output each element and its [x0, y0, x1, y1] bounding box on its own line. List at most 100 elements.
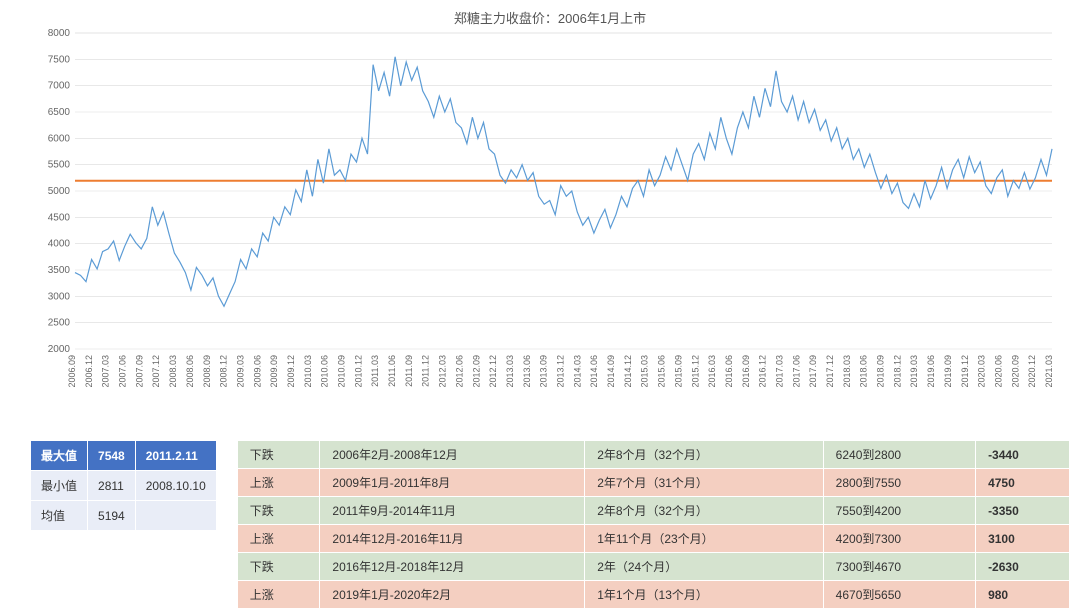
cycle-row: 下跌2016年12月-2018年12月2年（24个月）7300到4670-263… [237, 553, 1069, 581]
svg-text:2017.12: 2017.12 [825, 355, 835, 388]
svg-text:2016.06: 2016.06 [724, 355, 734, 388]
svg-text:8000: 8000 [48, 29, 71, 39]
svg-text:2011.09: 2011.09 [404, 355, 414, 387]
svg-text:2009.03: 2009.03 [235, 355, 245, 388]
svg-text:2012.03: 2012.03 [438, 355, 448, 388]
svg-text:6000: 6000 [48, 133, 71, 144]
svg-text:2021.03: 2021.03 [1044, 355, 1054, 388]
cycle-range: 4670到5650 [823, 581, 975, 609]
cycle-duration: 1年11个月（23个月） [585, 525, 823, 553]
cycle-range: 7300到4670 [823, 553, 975, 581]
svg-text:2020.09: 2020.09 [1010, 355, 1020, 388]
cycle-row: 下跌2006年2月-2008年12月2年8个月（32个月）6240到2800-3… [237, 441, 1069, 469]
svg-text:2008.09: 2008.09 [202, 355, 212, 388]
cycle-period: 2011年9月-2014年11月 [320, 497, 585, 525]
stats-value: 7548 [88, 441, 136, 471]
svg-text:2019.06: 2019.06 [926, 355, 936, 388]
cycle-change: -2630 [976, 553, 1070, 581]
cycle-change: 4750 [976, 469, 1070, 497]
cycle-change: -3440 [976, 441, 1070, 469]
cycle-period: 2006年2月-2008年12月 [320, 441, 585, 469]
cycle-duration: 2年8个月（32个月） [585, 497, 823, 525]
cycle-direction: 下跌 [237, 553, 320, 581]
svg-text:2013.06: 2013.06 [522, 355, 532, 388]
price-chart: 郑糖主力收盘价：2006年1月上市 2000 2500 3000 3500 4000 45… [40, 8, 1060, 408]
svg-text:2018.12: 2018.12 [892, 355, 902, 388]
svg-text:2008.06: 2008.06 [185, 355, 195, 388]
cycle-row: 上涨2009年1月-2011年8月2年7个月（31个月）2800到7550475… [237, 469, 1069, 497]
svg-text:2006.09: 2006.09 [67, 355, 77, 388]
stats-label: 最大值 [31, 441, 88, 471]
stats-table: 最大值75482011.2.11最小值28112008.10.10均值5194 [30, 440, 217, 531]
svg-text:2008.12: 2008.12 [219, 355, 229, 388]
svg-text:2018.09: 2018.09 [876, 355, 886, 388]
svg-text:2019.12: 2019.12 [960, 355, 970, 388]
cycle-period: 2016年12月-2018年12月 [320, 553, 585, 581]
cycle-direction: 下跌 [237, 441, 320, 469]
svg-text:2014.06: 2014.06 [589, 355, 599, 388]
svg-text:2011.03: 2011.03 [370, 355, 380, 387]
svg-text:3000: 3000 [48, 291, 71, 302]
cycle-direction: 上涨 [237, 525, 320, 553]
svg-text:2010.09: 2010.09 [337, 355, 347, 388]
svg-text:2015.06: 2015.06 [657, 355, 667, 388]
svg-text:2016.09: 2016.09 [741, 355, 751, 388]
svg-text:2014.09: 2014.09 [606, 355, 616, 388]
cycle-period: 2009年1月-2011年8月 [320, 469, 585, 497]
tables-row: 最大值75482011.2.11最小值28112008.10.10均值5194 … [30, 440, 1070, 609]
svg-text:2011.12: 2011.12 [421, 355, 431, 387]
cycle-range: 4200到7300 [823, 525, 975, 553]
stats-label: 最小值 [31, 471, 88, 501]
cycle-direction: 上涨 [237, 469, 320, 497]
svg-text:5500: 5500 [48, 160, 71, 171]
svg-text:2019.09: 2019.09 [943, 355, 953, 388]
svg-text:2020.12: 2020.12 [1027, 355, 1037, 388]
svg-text:2019.03: 2019.03 [909, 355, 919, 388]
svg-text:2018.06: 2018.06 [859, 355, 869, 388]
svg-text:2016.12: 2016.12 [758, 355, 768, 388]
svg-text:3500: 3500 [48, 265, 71, 276]
svg-text:2007.12: 2007.12 [151, 355, 161, 388]
svg-text:2015.09: 2015.09 [673, 355, 683, 388]
stats-row: 最小值28112008.10.10 [31, 471, 217, 501]
chart-title: 郑糖主力收盘价：2006年1月上市 [40, 8, 1060, 27]
svg-text:2009.09: 2009.09 [269, 355, 279, 388]
svg-text:2013.12: 2013.12 [556, 355, 566, 388]
svg-text:4000: 4000 [48, 239, 71, 250]
cycles-table: 下跌2006年2月-2008年12月2年8个月（32个月）6240到2800-3… [237, 440, 1070, 609]
cycle-duration: 2年（24个月） [585, 553, 823, 581]
svg-text:2000: 2000 [48, 344, 71, 355]
svg-text:2007.03: 2007.03 [101, 355, 111, 388]
cycle-change: 980 [976, 581, 1070, 609]
svg-text:2010.06: 2010.06 [320, 355, 330, 388]
svg-text:2020.06: 2020.06 [993, 355, 1003, 388]
svg-text:6500: 6500 [48, 107, 71, 118]
svg-text:2006.12: 2006.12 [84, 355, 94, 388]
svg-text:4500: 4500 [48, 212, 71, 223]
cycle-direction: 上涨 [237, 581, 320, 609]
svg-text:7000: 7000 [48, 81, 71, 92]
cycle-duration: 2年7个月（31个月） [585, 469, 823, 497]
cycle-range: 7550到4200 [823, 497, 975, 525]
svg-text:2010.03: 2010.03 [303, 355, 313, 388]
cycle-change: -3350 [976, 497, 1070, 525]
svg-text:2017.03: 2017.03 [774, 355, 784, 388]
svg-text:2015.12: 2015.12 [690, 355, 700, 388]
svg-text:2010.12: 2010.12 [353, 355, 363, 388]
cycle-range: 2800到7550 [823, 469, 975, 497]
svg-text:2018.03: 2018.03 [842, 355, 852, 388]
svg-text:7500: 7500 [48, 54, 71, 65]
stats-value: 5194 [88, 501, 136, 531]
stats-date: 2011.2.11 [135, 441, 216, 471]
svg-text:2012.12: 2012.12 [488, 355, 498, 388]
svg-text:2020.03: 2020.03 [977, 355, 987, 388]
cycle-change: 3100 [976, 525, 1070, 553]
svg-text:2500: 2500 [48, 318, 71, 329]
svg-text:2012.06: 2012.06 [454, 355, 464, 388]
stats-value: 2811 [88, 471, 136, 501]
stats-row: 均值5194 [31, 501, 217, 531]
svg-text:2017.09: 2017.09 [808, 355, 818, 388]
svg-text:2015.03: 2015.03 [640, 355, 650, 388]
svg-text:2011.06: 2011.06 [387, 355, 397, 387]
cycle-period: 2019年1月-2020年2月 [320, 581, 585, 609]
